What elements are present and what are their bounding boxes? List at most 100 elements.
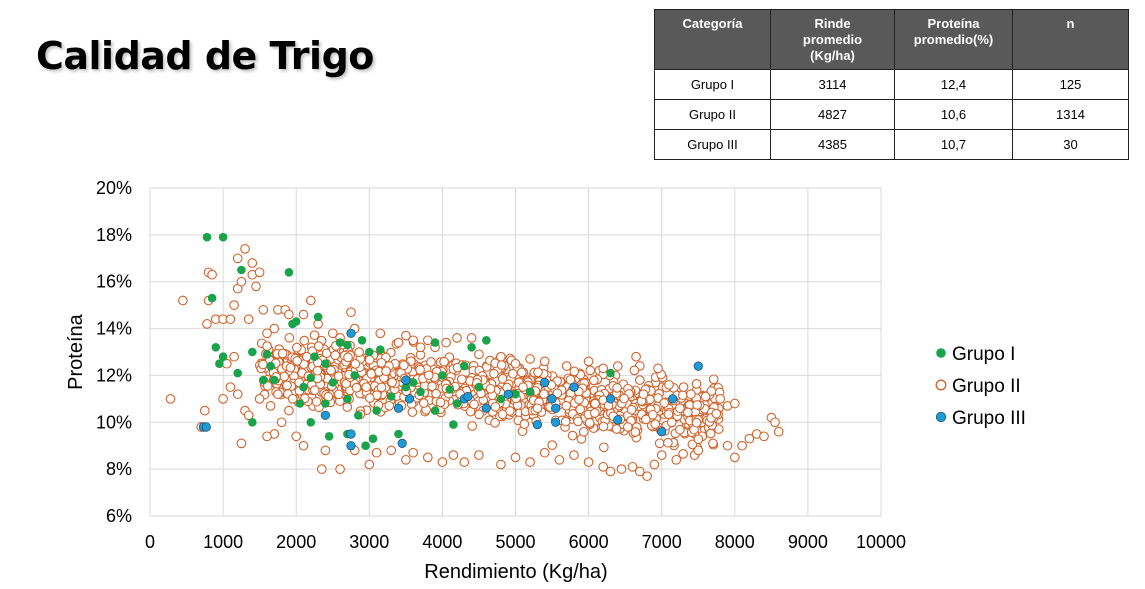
data-point: [456, 374, 467, 385]
data-point: [401, 330, 411, 341]
data-point: [496, 351, 506, 362]
data-point: [346, 328, 356, 338]
data-point: [525, 387, 535, 397]
data-point: [438, 371, 447, 380]
data-point: [691, 379, 702, 389]
data-point: [351, 382, 362, 393]
data-point: [401, 454, 411, 465]
data-point: [291, 342, 302, 353]
y-tick-label: 14%: [96, 319, 132, 339]
data-point: [328, 378, 338, 387]
data-point: [284, 332, 295, 343]
data-point: [285, 362, 296, 373]
tick-labels: 0 1000 2000 3000 4000 5000 6000 7000 8000 9000 100…: [96, 178, 906, 552]
data-point: [503, 389, 513, 399]
data-point: [589, 408, 600, 418]
data-point: [634, 466, 645, 477]
data-point: [770, 417, 780, 428]
data-point: [316, 464, 327, 474]
data-point: [265, 401, 276, 411]
data-point: [237, 265, 246, 275]
data-point: [584, 418, 595, 428]
data-point: [423, 370, 434, 381]
data-point: [700, 391, 711, 402]
data-point: [565, 374, 576, 385]
data-point: [693, 445, 704, 456]
data-point: [218, 232, 228, 242]
data-point: [330, 350, 341, 361]
data-point: [364, 393, 375, 403]
data-point: [578, 426, 589, 437]
data-point: [671, 454, 682, 465]
x-tick-label: 9000: [788, 532, 828, 552]
data-point: [496, 394, 506, 404]
data-point: [254, 267, 265, 278]
data-point: [199, 405, 210, 416]
x-tick-label: 6000: [569, 532, 609, 552]
table-cell: Grupo II: [654, 99, 771, 130]
data-point: [448, 450, 459, 460]
data-point: [262, 328, 272, 339]
data-point: [258, 359, 268, 370]
data-point: [539, 356, 550, 367]
table-cell: Grupo I: [654, 69, 771, 100]
data-point: [659, 398, 670, 408]
y-axis-label: Proteína: [65, 313, 87, 389]
data-point: [232, 253, 243, 264]
data-point: [706, 386, 717, 396]
data-point: [364, 354, 375, 365]
data-point: [611, 424, 622, 434]
data-point: [605, 466, 616, 477]
data-point: [416, 387, 425, 397]
data-point: [589, 375, 599, 386]
data-point: [207, 269, 217, 280]
y-tick-label: 20%: [96, 178, 132, 198]
data-point: [372, 406, 381, 415]
data-point: [258, 304, 269, 315]
data-point: [324, 432, 334, 441]
data-point: [415, 342, 426, 353]
x-tick-label: 8000: [715, 532, 755, 552]
data-point: [262, 341, 272, 351]
data-point: [350, 371, 360, 380]
summary-table: Categoría Rinde promedio (Kg/ha) Proteín…: [654, 9, 1129, 160]
x-tick-label: 10000: [856, 532, 906, 552]
data-point: [361, 382, 372, 392]
data-point: [708, 374, 719, 385]
chart-legend: Grupo I Grupo II Grupo III: [935, 344, 1026, 429]
x-tick-label: 5000: [495, 532, 535, 552]
data-point: [418, 398, 429, 408]
data-point: [335, 464, 345, 474]
data-point: [211, 343, 221, 352]
data-point: [375, 328, 386, 339]
x-tick-label: 2000: [276, 532, 316, 552]
data-point: [427, 381, 437, 392]
data-point: [634, 375, 645, 385]
data-point: [299, 382, 308, 392]
data-point: [401, 382, 411, 392]
data-point: [346, 441, 356, 451]
data-point: [371, 447, 382, 458]
data-point: [408, 378, 418, 387]
data-point: [295, 399, 305, 408]
data-point: [583, 457, 594, 467]
data-point: [277, 348, 288, 359]
background-points: [254, 330, 725, 459]
data-point: [225, 314, 236, 325]
data-point: [675, 403, 685, 414]
data-points: [165, 232, 784, 482]
data-point: [397, 438, 407, 449]
legend-label: Grupo II: [952, 376, 1021, 397]
data-point: [654, 438, 665, 449]
data-point: [236, 438, 247, 449]
data-point: [441, 337, 451, 348]
data-point: [569, 366, 580, 377]
data-point: [616, 464, 627, 474]
data-point: [539, 447, 550, 458]
data-point: [229, 351, 239, 362]
data-point: [354, 411, 363, 420]
data-point: [408, 447, 419, 458]
table-cell: 30: [1012, 129, 1129, 160]
data-point: [346, 429, 356, 439]
data-point: [366, 368, 377, 379]
